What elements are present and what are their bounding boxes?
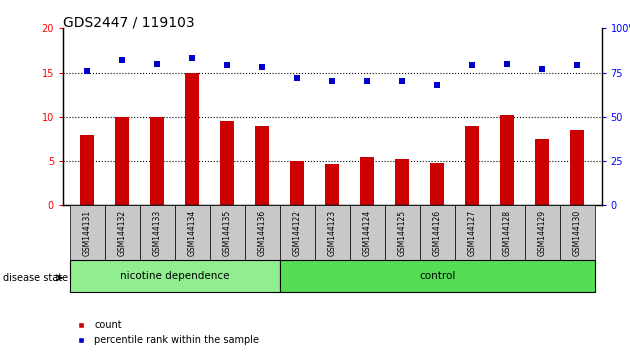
- Bar: [350, 205, 385, 260]
- Bar: [465, 126, 479, 205]
- Bar: [570, 130, 584, 205]
- Point: [152, 61, 163, 67]
- Bar: [81, 135, 94, 205]
- Bar: [115, 117, 129, 205]
- Text: GSM144135: GSM144135: [223, 210, 232, 256]
- Bar: [559, 205, 595, 260]
- Bar: [395, 159, 410, 205]
- Bar: [315, 205, 350, 260]
- Bar: [430, 163, 444, 205]
- Bar: [490, 205, 525, 260]
- Text: GSM144134: GSM144134: [188, 210, 197, 256]
- Bar: [525, 205, 559, 260]
- Text: GSM144133: GSM144133: [153, 210, 162, 256]
- Bar: [420, 205, 455, 260]
- Bar: [500, 115, 514, 205]
- Bar: [140, 205, 175, 260]
- Bar: [70, 260, 280, 292]
- Point: [328, 79, 338, 84]
- Bar: [220, 121, 234, 205]
- Point: [117, 57, 127, 63]
- Point: [362, 79, 372, 84]
- Point: [572, 63, 582, 68]
- Point: [292, 75, 302, 81]
- Text: GSM144126: GSM144126: [433, 210, 442, 256]
- Text: GSM144125: GSM144125: [398, 210, 407, 256]
- Point: [502, 61, 512, 67]
- Text: GSM144129: GSM144129: [537, 210, 547, 256]
- Text: GSM144122: GSM144122: [293, 210, 302, 256]
- Point: [537, 66, 547, 72]
- Text: GSM144123: GSM144123: [328, 210, 337, 256]
- Bar: [245, 205, 280, 260]
- Text: GSM144124: GSM144124: [363, 210, 372, 256]
- Bar: [290, 161, 304, 205]
- Text: GSM144127: GSM144127: [467, 210, 477, 256]
- Text: control: control: [419, 271, 455, 281]
- Point: [398, 79, 408, 84]
- Text: disease state: disease state: [3, 273, 68, 283]
- Text: GSM144131: GSM144131: [83, 210, 92, 256]
- Bar: [280, 260, 595, 292]
- Bar: [280, 205, 315, 260]
- Bar: [360, 156, 374, 205]
- Bar: [455, 205, 490, 260]
- Text: GSM144136: GSM144136: [258, 210, 267, 256]
- Bar: [536, 139, 549, 205]
- Bar: [151, 117, 164, 205]
- Bar: [325, 164, 340, 205]
- Point: [257, 64, 267, 70]
- Text: GSM144132: GSM144132: [118, 210, 127, 256]
- Bar: [105, 205, 140, 260]
- Text: GDS2447 / 119103: GDS2447 / 119103: [63, 16, 195, 30]
- Text: GSM144130: GSM144130: [573, 210, 581, 256]
- Bar: [385, 205, 420, 260]
- Point: [432, 82, 442, 88]
- Bar: [210, 205, 245, 260]
- Point: [467, 63, 478, 68]
- Bar: [185, 73, 200, 205]
- Point: [83, 68, 93, 74]
- Point: [222, 63, 232, 68]
- Bar: [70, 205, 105, 260]
- Legend: count, percentile rank within the sample: count, percentile rank within the sample: [68, 316, 263, 349]
- Point: [187, 56, 197, 61]
- Bar: [255, 126, 270, 205]
- Bar: [175, 205, 210, 260]
- Text: nicotine dependence: nicotine dependence: [120, 271, 230, 281]
- Text: GSM144128: GSM144128: [503, 210, 512, 256]
